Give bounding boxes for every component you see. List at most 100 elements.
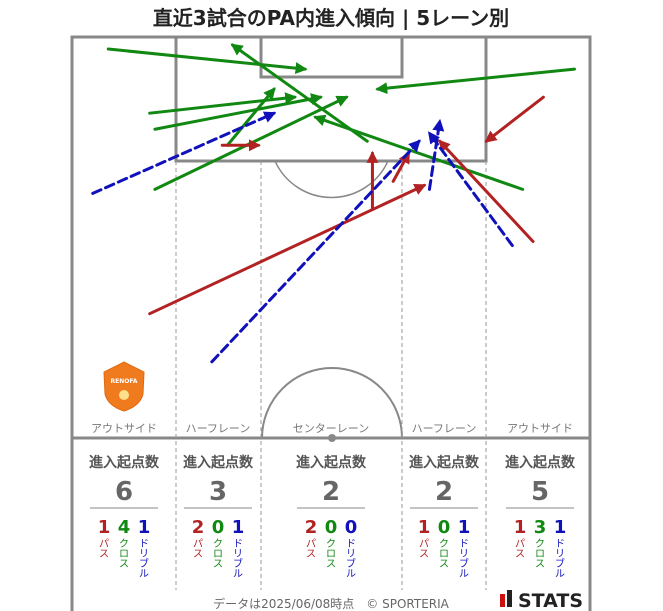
chart-title: 直近3試合のPA内進入傾向 | 5レーン別 (153, 6, 509, 30)
arrow-cross (230, 43, 369, 143)
lane-stat-dribble-label: ブ (139, 557, 149, 570)
lane-stat-pass-label: パ (193, 538, 203, 550)
lane-stat-dribble-label: ド (459, 539, 469, 550)
lane-stat-cross-label: ク (535, 538, 545, 550)
lane-stat-dribble-label: ル (346, 569, 356, 580)
lane-stat-header: 進入起点数 (183, 454, 254, 471)
arrow-pass (148, 183, 427, 316)
arrow-pass (391, 151, 411, 183)
stats-brand-text: STATS (518, 590, 583, 611)
lane-stat-pass-count: 1 (98, 517, 111, 538)
lane-stat-cross-label: ス (326, 559, 336, 570)
club-logo-text: RENOFA (111, 378, 138, 385)
lane-stats: 進入起点数61パス4クロス1ドリブル進入起点数32パス0クロス1ドリブル進入起点… (89, 454, 576, 580)
lane-stat-pass-count: 2 (305, 517, 318, 538)
lane-stat-cross-label: ク (213, 538, 223, 550)
lane-stat-dribble-label: ド (346, 539, 356, 550)
arrow-cross (225, 87, 276, 147)
center-spot (328, 434, 336, 442)
arrow-pass (438, 139, 535, 244)
lane-stat-dribble-label: ル (459, 569, 469, 580)
lane-stat-cross-label: ス (119, 559, 129, 570)
lane-stat-dribble-label: リ (555, 549, 565, 560)
lane-stat-pass-count: 1 (418, 517, 431, 538)
lane-stat-dribble-label: ブ (346, 557, 356, 570)
lane-stat-pass-label: パ (515, 538, 525, 550)
club-logo-shield (103, 361, 145, 412)
lane-stat-pass-label: ス (193, 549, 203, 560)
lane-label-left-halfspace: ハーフレーン (186, 422, 251, 435)
lane-stat-cross-label: ス (213, 559, 223, 570)
lane-stat-dribble-label: ド (555, 539, 565, 550)
lane-dividers (175, 161, 487, 590)
lane-label-right-outside: アウトサイド (507, 422, 573, 435)
arrow-pass (484, 95, 545, 143)
lane-stat-dribble-count: 0 (345, 517, 358, 538)
lane-stat-dribble-label: ル (233, 569, 243, 580)
arrow-dribble (427, 131, 514, 248)
lane-stat-total: 2 (435, 477, 453, 507)
entry-arrows (91, 43, 576, 364)
lane-stat-pass-label: パ (99, 538, 109, 550)
lane-stat-cross-label: ク (119, 538, 129, 550)
lane-stat-pass-label: ス (419, 549, 429, 560)
lane-label-left-outside: アウトサイド (91, 422, 157, 435)
lane-stat-cross-label: ロ (213, 549, 223, 560)
lane-stat-pass-count: 2 (192, 517, 205, 538)
lane-stat-header: 進入起点数 (296, 454, 367, 471)
lane-stat-cross-label: ロ (119, 549, 129, 560)
lane-stat-pass-label: ス (515, 549, 525, 560)
lane-stat-cross-label: ロ (439, 549, 449, 560)
lane-stat-dribble-label: ブ (555, 557, 565, 570)
goal-area (259, 35, 404, 79)
arrow-dribble (91, 111, 277, 195)
lane-stat-cross-count: 0 (212, 517, 225, 538)
arrow-dribble (427, 118, 445, 191)
club-logo-emblem (119, 390, 129, 400)
arrow-cross (106, 47, 308, 75)
lane-stat-dribble-label: リ (346, 549, 356, 560)
lane-stat-dribble-label: リ (139, 549, 149, 560)
lane-stat-cross-label: ス (439, 559, 449, 570)
arrow-cross (375, 67, 576, 95)
lane-stat-dribble-label: ル (555, 569, 565, 580)
lane-stat-cross-label: ロ (535, 549, 545, 560)
lane-stat-total: 3 (209, 477, 227, 507)
lane-stat-dribble-count: 1 (458, 517, 471, 538)
lane-stat-dribble-label: ブ (233, 557, 243, 570)
lane-stat-pass-label: パ (419, 538, 429, 550)
lane-stat-pass-label: ス (306, 549, 316, 560)
lane-stat-cross-count: 3 (534, 517, 547, 538)
lane-stat-dribble-count: 1 (554, 517, 567, 538)
lane-stat-cross-count: 0 (325, 517, 338, 538)
center-circle (261, 367, 403, 439)
arrow-cross (313, 114, 525, 191)
lane-stat-dribble-label: ブ (459, 557, 469, 570)
lane-stat-cross-label: ス (535, 559, 545, 570)
stats-brand-icon (500, 594, 505, 607)
lane-stat-cross-label: ク (439, 538, 449, 550)
lane-stat-dribble-label: ド (139, 539, 149, 550)
lane-stat-header: 進入起点数 (89, 454, 160, 471)
lane-stat-dribble-label: リ (459, 549, 469, 560)
lane-stat-header: 進入起点数 (505, 454, 576, 471)
lane-stat-cross-label: ク (326, 538, 336, 550)
lane-stat-total: 2 (322, 477, 340, 507)
lane-stat-cross-label: ロ (326, 549, 336, 560)
lane-label-right-halfspace: ハーフレーン (412, 422, 477, 435)
lane-stat-dribble-count: 1 (232, 517, 245, 538)
lane-stat-dribble-label: ル (139, 569, 149, 580)
lane-stat-cross-count: 0 (438, 517, 451, 538)
footer-note: データは2025/06/08時点 © SPORTERIA (213, 596, 450, 611)
lane-stat-pass-label: ス (99, 549, 109, 560)
arrow-dribble (210, 139, 421, 364)
lane-stat-dribble-label: ド (233, 539, 243, 550)
stats-brand-icon-bar (507, 590, 512, 607)
lane-stat-total: 5 (531, 477, 549, 507)
arrow-cross (153, 93, 323, 131)
lane-stat-pass-count: 1 (514, 517, 527, 538)
lane-stat-header: 進入起点数 (409, 454, 480, 471)
lane-label-center: センターレーン (293, 422, 369, 435)
lane-stat-cross-count: 4 (118, 517, 131, 538)
